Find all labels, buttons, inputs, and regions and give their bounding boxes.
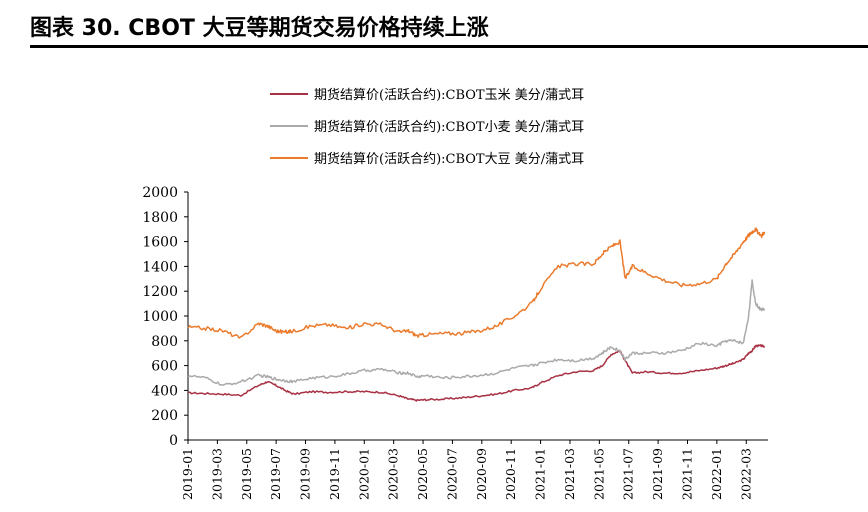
x-tick-label: 2020-09 (474, 448, 489, 500)
y-tick-label: 600 (151, 359, 178, 375)
x-tick-label: 2020-05 (415, 448, 430, 500)
y-tick-label: 1400 (142, 259, 178, 275)
x-tick-label: 2021-09 (650, 448, 665, 500)
y-tick-label: 400 (151, 383, 178, 399)
x-tick-label: 2021-03 (562, 448, 577, 500)
x-tick-label: 2019-07 (268, 448, 283, 500)
x-tick-label: 2022-03 (738, 448, 753, 500)
x-tick-label: 2019-05 (239, 448, 254, 500)
x-tick-label: 2020-01 (356, 448, 371, 500)
x-tick-label: 2019-09 (298, 448, 313, 500)
y-tick-label: 1000 (142, 309, 178, 325)
y-tick-label: 1800 (142, 210, 178, 226)
x-tick-label: 2019-11 (327, 448, 342, 500)
soybean-series-line (187, 227, 766, 339)
x-tick-label: 2021-07 (621, 448, 636, 500)
x-tick-label: 2020-03 (386, 448, 401, 500)
y-tick-label: 800 (151, 334, 178, 350)
y-tick-label: 1600 (142, 235, 178, 251)
x-tick-label: 2021-05 (591, 448, 606, 500)
legend-soybean-label: 期货结算价(活跃合约):CBOT大豆 美分/蒲式耳 (314, 151, 584, 167)
legend-wheat-label: 期货结算价(活跃合约):CBOT小麦 美分/蒲式耳 (314, 119, 584, 135)
x-tick-label: 2020-07 (444, 448, 459, 500)
y-tick-label: 1200 (142, 284, 178, 300)
wheat-series-line (187, 279, 766, 386)
y-tick-label: 0 (169, 433, 178, 449)
y-tick-label: 200 (151, 408, 178, 424)
y-tick-label: 2000 (142, 185, 178, 201)
x-tick-label: 2019-01 (180, 448, 195, 500)
chart-title: 图表 30. CBOT 大豆等期货交易价格持续上涨 (30, 10, 868, 48)
x-tick-label: 2020-11 (503, 448, 518, 500)
corn-series-line (188, 344, 766, 402)
x-tick-label: 2022-01 (709, 448, 724, 500)
x-tick-label: 2021-11 (679, 448, 694, 500)
x-tick-label: 2021-01 (533, 448, 548, 500)
x-tick-label: 2019-03 (209, 448, 224, 500)
legend-corn-label: 期货结算价(活跃合约):CBOT玉米 美分/蒲式耳 (314, 87, 584, 103)
